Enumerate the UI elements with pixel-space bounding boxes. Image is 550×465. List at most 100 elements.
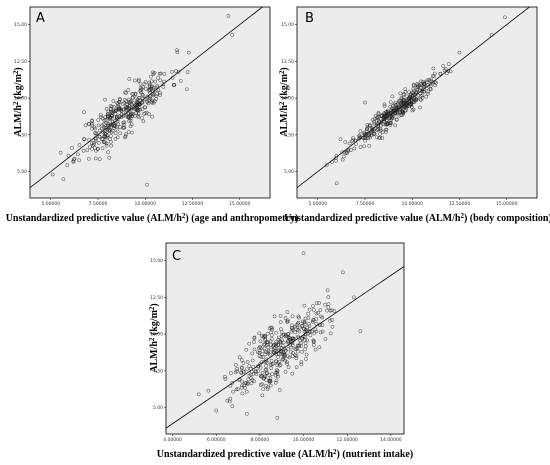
data-point [418, 86, 423, 91]
data-point [418, 105, 422, 110]
data-point [370, 127, 375, 132]
data-point [299, 360, 304, 364]
panel-a: A 5.00000 7.50000 10.00000 12.50000 15.00000… [6, 6, 298, 224]
data-point [103, 140, 107, 145]
data-point [382, 111, 386, 115]
data-point [136, 79, 141, 83]
data-point [90, 123, 94, 128]
data-point [357, 136, 362, 140]
tick-labels: 4.00000 6.00000 8.00000 10.00000 12.00000 14.… [150, 258, 402, 443]
data-point [98, 112, 103, 117]
data-point [255, 350, 260, 355]
data-point [302, 303, 307, 308]
data-point [408, 93, 413, 97]
data-point [372, 131, 377, 136]
data-point [277, 388, 282, 392]
data-point [380, 130, 385, 134]
data-point [110, 114, 114, 118]
y-tick-label: 12.50 [14, 59, 27, 65]
data-point [379, 119, 384, 124]
data-point [125, 102, 130, 107]
data-point [143, 80, 148, 84]
y-tick-label: 15.00 [150, 258, 163, 264]
data-point [351, 138, 355, 143]
data-point [245, 367, 249, 372]
data-point [318, 323, 322, 328]
data-point [330, 325, 335, 329]
data-point [376, 110, 381, 115]
data-point [150, 92, 155, 97]
data-point [311, 338, 316, 343]
data-point [427, 78, 432, 82]
data-point [292, 337, 297, 341]
data-point [298, 338, 303, 343]
data-point [426, 92, 430, 96]
data-point [267, 378, 272, 383]
y-tick-label: 10.00 [14, 96, 27, 102]
data-point [304, 357, 308, 361]
data-point [226, 13, 231, 18]
data-point [372, 121, 377, 126]
data-point [249, 381, 254, 386]
data-point [140, 92, 145, 97]
data-point [151, 100, 156, 105]
data-point [285, 362, 290, 366]
data-point [424, 86, 429, 91]
y-tick-label: 7.50 [153, 368, 163, 374]
data-point [239, 371, 244, 376]
data-point [358, 129, 363, 134]
data-point [126, 130, 131, 134]
data-point [122, 113, 126, 118]
data-point [231, 389, 235, 394]
data-point [317, 301, 321, 305]
data-point [111, 99, 116, 103]
data-point [411, 107, 416, 112]
data-point [253, 368, 258, 373]
data-point [132, 105, 137, 109]
data-point [70, 145, 74, 150]
data-point [104, 107, 109, 111]
data-point [269, 325, 274, 330]
data-point [156, 76, 160, 80]
data-point [401, 104, 406, 109]
data-point [302, 320, 307, 324]
data-point [306, 316, 311, 320]
data-point [265, 371, 269, 376]
data-point [97, 134, 102, 139]
data-point [237, 355, 242, 360]
data-point [263, 368, 268, 372]
data-point [90, 141, 94, 146]
data-point [261, 387, 266, 391]
data-point [112, 105, 116, 109]
data-point [378, 136, 383, 140]
data-point [352, 146, 357, 151]
data-point [276, 361, 280, 366]
x-tick-label: 5.00000 [41, 201, 60, 207]
data-point [136, 111, 141, 116]
data-point [214, 408, 219, 413]
data-point [286, 335, 291, 340]
data-point [153, 88, 158, 92]
data-point [367, 143, 372, 148]
data-point [314, 301, 319, 306]
data-point [162, 72, 167, 76]
data-point [429, 77, 433, 82]
data-point [375, 128, 379, 133]
data-point [155, 85, 160, 90]
data-point [340, 157, 345, 162]
data-point [297, 344, 302, 348]
data-point [109, 130, 114, 135]
data-point [252, 335, 257, 340]
data-point [305, 325, 310, 330]
data-point [249, 367, 253, 371]
data-point [115, 119, 120, 124]
x-tick-label: 10.00000 [293, 437, 315, 443]
data-point [330, 160, 334, 164]
data-point [178, 79, 183, 83]
data-point [77, 158, 81, 163]
data-point [145, 100, 150, 104]
data-point [289, 329, 294, 334]
data-point [387, 114, 392, 118]
data-point [269, 347, 273, 352]
